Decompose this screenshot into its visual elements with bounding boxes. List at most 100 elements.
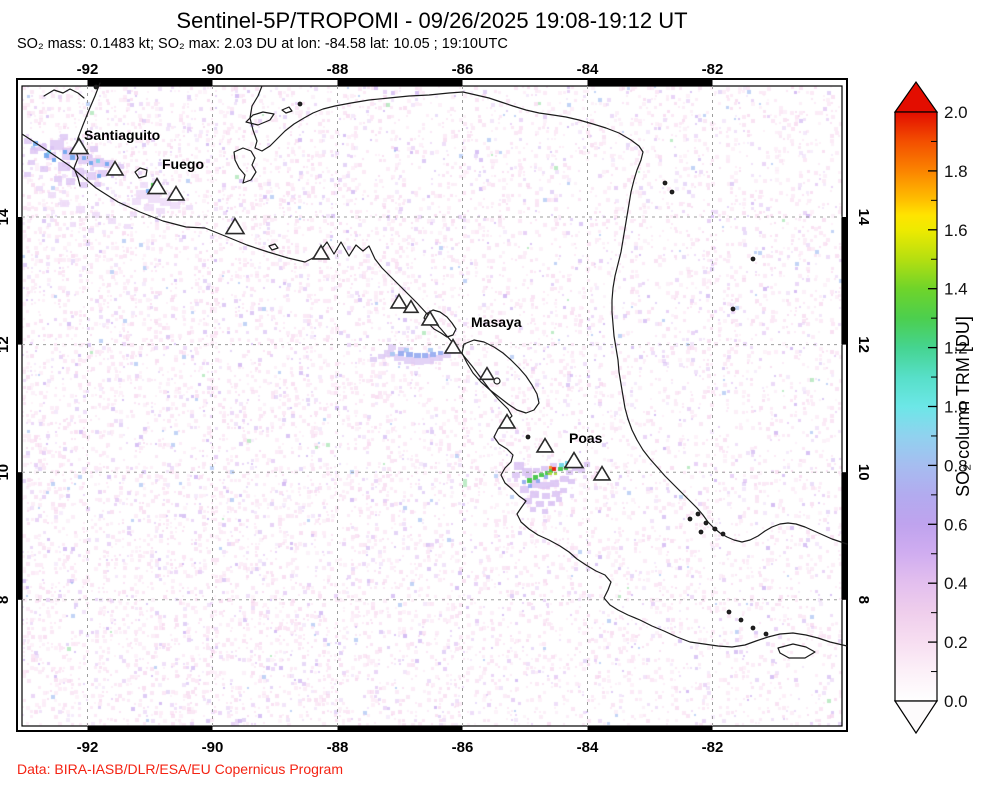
volcano-marker [402, 299, 420, 314]
border-segment [87, 79, 213, 86]
islet-dot [93, 84, 99, 90]
colorbar-title: SO₂ column TRM [DU] [953, 316, 973, 497]
colorbar-tick-label: 2.0 [944, 103, 968, 122]
islet-dot [525, 434, 531, 440]
lon-tick-label-bottom: -86 [452, 739, 474, 756]
coastline-path [461, 339, 540, 414]
volcano-label: Santiaguito [84, 127, 160, 143]
volcano-marker [497, 413, 517, 429]
coastline-path [249, 85, 848, 545]
lat-tick-label-right: 12 [855, 336, 872, 353]
coastline-path [233, 147, 257, 184]
data-credit: Data: BIRA-IASB/DLR/ESA/EU Copernicus Pr… [17, 761, 344, 777]
coastlines [21, 82, 848, 659]
volcano-marker [68, 136, 90, 155]
graticule [22, 86, 842, 726]
border-segment [87, 726, 213, 731]
islet-dot [712, 526, 718, 532]
border-segment [587, 79, 713, 86]
coastline-path [281, 106, 293, 114]
islet-dot [738, 617, 744, 623]
coastline-path [777, 643, 816, 659]
outer-frame [16, 78, 848, 732]
lon-tick-label-top: -92 [77, 61, 99, 78]
lat-tick-label-right: 14 [855, 209, 872, 226]
colorbar-under-range-arrow [893, 700, 939, 735]
border-segment [17, 472, 22, 600]
border-segment [17, 217, 22, 345]
colorbar-tick-label: 0.4 [944, 574, 968, 593]
lon-tick-label-bottom: -92 [77, 739, 99, 756]
axis-labels: -92 -92 -90 -90 -88 -88 -86 -86 -84 -84 -82 -82 14 14… [0, 61, 872, 756]
map-frame [16, 78, 848, 732]
islet-dot [750, 256, 756, 262]
lat-tick-label-left: 12 [0, 336, 12, 353]
volcano-marker [389, 293, 409, 309]
lon-tick-label-bottom: -90 [202, 739, 224, 756]
subtitle-stats: SO₂ mass: 0.1483 kt; SO₂ max: 2.03 DU at… [17, 36, 508, 52]
volcano-marker [478, 366, 496, 381]
lat-tick-label-left: 10 [0, 464, 12, 481]
lon-tick-label-top: -84 [577, 61, 599, 78]
coastline-path [43, 88, 85, 99]
islet-dot [687, 516, 693, 522]
volcano-marker [311, 244, 331, 260]
colorbar-tick-label: 1.0 [944, 398, 968, 417]
colorbar-tick-label: 0.0 [944, 692, 968, 711]
islet-dot [669, 189, 675, 195]
islet-dot [726, 609, 732, 615]
lon-tick-label-top: -90 [202, 61, 224, 78]
volcano-marker [535, 437, 555, 453]
islet-dot [297, 101, 303, 107]
lon-tick-label-top: -82 [702, 61, 724, 78]
coastline-path [245, 111, 275, 126]
islet-circle [493, 377, 501, 385]
volcano-marker [420, 310, 440, 326]
volcano-label: Masaya [471, 314, 522, 330]
coastline-path [21, 133, 848, 648]
colorbar-tick-label: 1.2 [944, 339, 968, 358]
islet-dot [698, 529, 704, 535]
colorbar-over-range-arrow [893, 80, 939, 113]
volcano-label: Fuego [162, 156, 204, 172]
lat-tick-label-left: 14 [0, 208, 12, 225]
colorbar: 2.0 1.8 1.6 1.4 1.2 1.0 0.8 0.6 0.4 0.2 0.0 SO₂ col… [893, 80, 973, 735]
coastline-path [268, 243, 279, 251]
lon-tick-label-bottom: -84 [577, 739, 599, 756]
border-segment [337, 726, 463, 731]
colorbar-tick-label: 0.2 [944, 633, 968, 652]
border-segment [842, 217, 847, 345]
volcano-marker [146, 176, 168, 195]
lon-tick-label-bottom: -88 [327, 739, 349, 756]
colorbar-tick-label: 1.4 [944, 280, 968, 299]
volcano-marker [105, 160, 125, 176]
islet-dot [763, 631, 769, 637]
lon-tick-label-top: -88 [327, 61, 349, 78]
page-title: Sentinel-5P/TROPOMI - 09/26/2025 19:08-1… [176, 8, 688, 33]
islet-dot [662, 180, 668, 186]
lat-tick-label-right: 10 [855, 464, 872, 481]
islet-dot [695, 511, 701, 517]
colorbar-tick-label: 1.8 [944, 162, 968, 181]
islet-dot [720, 531, 726, 537]
lon-tick-label-top: -86 [452, 61, 474, 78]
islet-dot [703, 520, 709, 526]
border-segment [842, 472, 847, 600]
volcano-marker [224, 216, 246, 235]
volcano-label: Poas [569, 430, 603, 446]
islet-dot [750, 625, 756, 631]
coastline-path [134, 167, 148, 179]
volcano-marker [592, 465, 612, 481]
lon-tick-label-bottom: -82 [702, 739, 724, 756]
colorbar-tick-label: 0.8 [944, 456, 968, 475]
inner-frame [21, 85, 843, 727]
volcano-marker [563, 450, 585, 469]
volcano-marker [443, 338, 463, 354]
lat-tick-label-left: 8 [0, 596, 12, 604]
lat-tick-label-right: 8 [855, 596, 872, 604]
border-segment [337, 79, 463, 86]
islet-dot [730, 306, 736, 312]
colorbar-tick-label: 0.6 [944, 515, 968, 534]
